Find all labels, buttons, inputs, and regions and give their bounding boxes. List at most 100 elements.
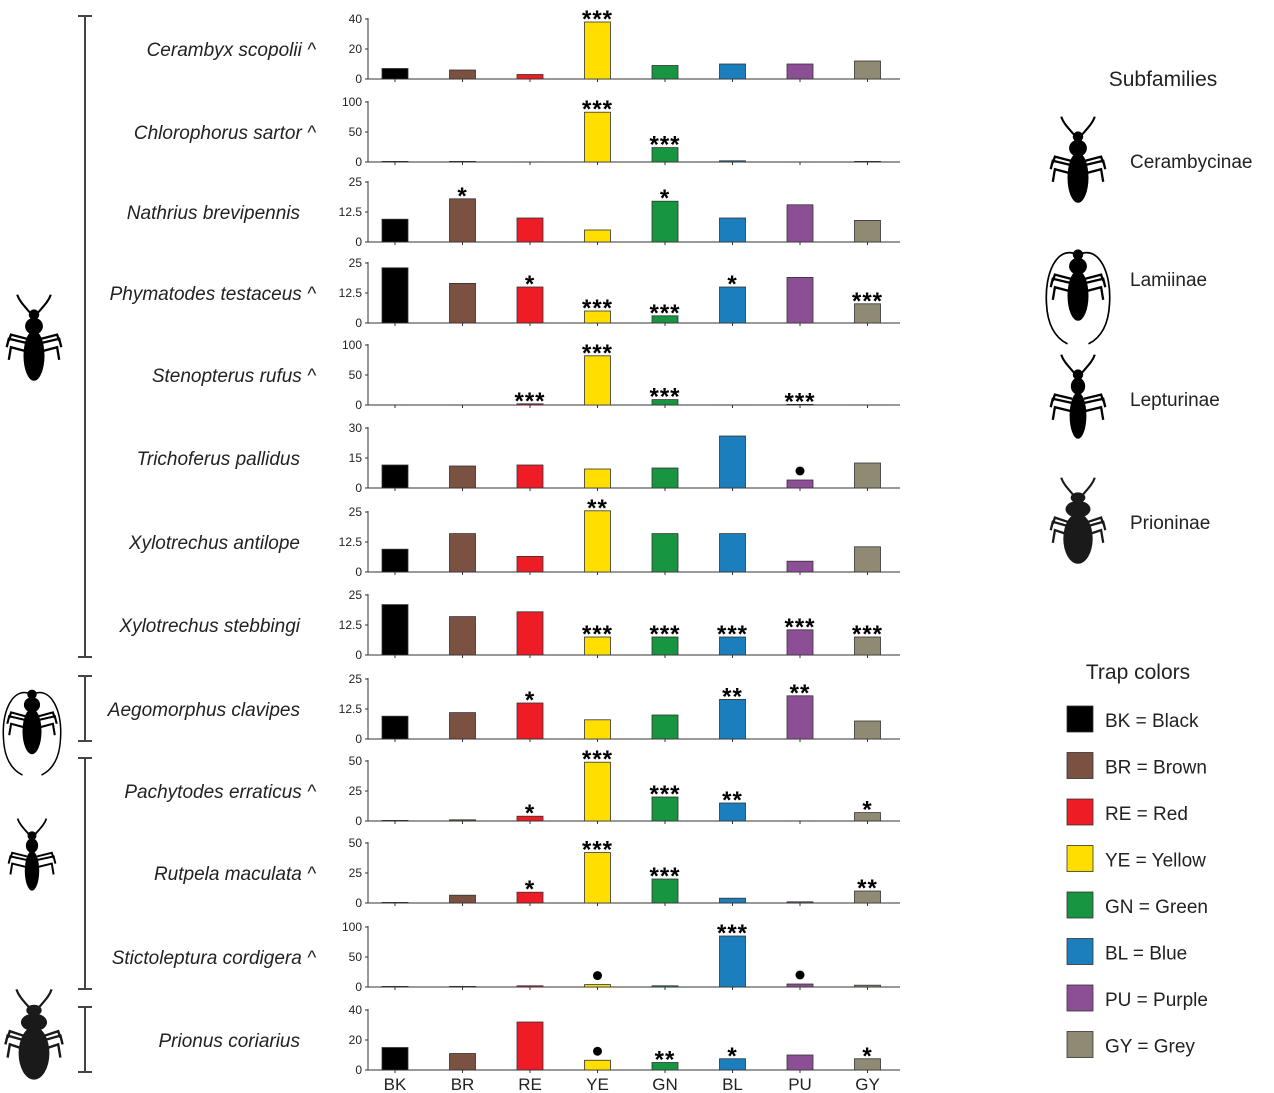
significance-mark: *** <box>649 621 680 648</box>
bar <box>786 204 814 243</box>
significance-mark: *** <box>649 863 680 890</box>
bar <box>786 403 814 406</box>
x-tick-label: BL <box>722 1075 743 1093</box>
y-tick-label: 12.5 <box>339 535 363 549</box>
legend-subfamily-label: Prioninae <box>1130 513 1210 534</box>
bar <box>584 636 611 656</box>
prioninae-beetle-icon <box>1049 477 1107 564</box>
bar <box>584 21 611 80</box>
species-label: Stenopterus rufus ^ <box>152 366 317 387</box>
panel: Nathrius brevipennis 0 12.5 25 * * <box>127 175 900 249</box>
species-label: Phymatodes testaceus ^ <box>110 284 317 305</box>
bar <box>516 815 544 822</box>
group-bracket <box>78 15 92 658</box>
bar <box>719 935 746 988</box>
y-tick-label: 15 <box>349 451 363 465</box>
bar <box>449 986 476 988</box>
y-tick-label: 25 <box>349 672 363 686</box>
bar <box>651 200 679 243</box>
significance-mark: * <box>727 1043 737 1070</box>
x-tick-label: YE <box>586 1075 609 1093</box>
bar <box>449 894 476 904</box>
bar <box>516 464 544 489</box>
y-tick-label: 25 <box>349 784 363 798</box>
y-tick-label: 0 <box>355 732 362 746</box>
bar <box>381 902 409 904</box>
significance-mark: *** <box>717 920 748 947</box>
group-bracket <box>78 675 92 742</box>
legend-swatch <box>1066 845 1094 872</box>
bar <box>449 198 476 243</box>
bar <box>786 983 814 988</box>
legend-color-label: GY = Grey <box>1105 1037 1195 1058</box>
bar <box>449 712 476 740</box>
group-bracket <box>78 757 92 990</box>
y-tick-label: 0 <box>355 980 362 994</box>
legend-swatch <box>1066 1031 1094 1058</box>
bar <box>381 218 409 243</box>
significance-mark: *** <box>784 614 815 641</box>
bar <box>516 985 544 988</box>
lepturinae-beetle-icon <box>7 818 57 891</box>
y-tick-label: 25 <box>349 866 363 880</box>
bar <box>381 820 409 822</box>
y-tick-label: 50 <box>349 754 363 768</box>
bar <box>854 636 881 656</box>
bar <box>786 629 814 656</box>
significance-mark: *** <box>582 6 613 33</box>
cerambycinae-beetle-icon <box>1049 116 1107 203</box>
y-tick-label: 0 <box>355 896 362 910</box>
bar <box>449 160 476 163</box>
bar <box>854 890 881 904</box>
legend-swatch <box>1066 938 1094 965</box>
x-tick-label: GY <box>855 1075 880 1093</box>
species-label: Stictoleptura cordigera ^ <box>112 948 317 969</box>
y-tick-label: 20 <box>349 42 363 56</box>
y-tick-label: 0 <box>355 1063 362 1077</box>
significance-mark: *** <box>582 621 613 648</box>
significance-mark: ** <box>655 1047 676 1074</box>
species-label: Xylotrechus stebbingi <box>118 616 300 637</box>
bar <box>719 1058 746 1071</box>
cerambycinae-beetle-icon <box>5 294 63 381</box>
significance-mark: *** <box>582 746 613 773</box>
y-tick-label: 0 <box>355 481 362 495</box>
y-tick-label: 0 <box>355 398 362 412</box>
y-tick-label: 0 <box>355 814 362 828</box>
significance-mark: *** <box>852 288 883 315</box>
significance-mark: ** <box>587 495 608 522</box>
bar <box>449 533 476 573</box>
bar <box>449 465 476 489</box>
bar <box>584 852 611 904</box>
significance-mark: * <box>525 800 535 827</box>
legend-subfamily-label: Cerambycinae <box>1130 152 1253 173</box>
bar <box>584 719 611 740</box>
y-tick-label: 50 <box>349 950 363 964</box>
bar <box>584 310 611 324</box>
bar <box>786 479 814 489</box>
species-label: Aegomorphus clavipes <box>107 700 301 721</box>
legend-swatch <box>1066 752 1094 779</box>
y-tick-label: 25 <box>349 505 363 519</box>
legend-swatch <box>1066 798 1094 826</box>
y-tick-label: 12.5 <box>339 205 363 219</box>
bar <box>516 74 544 80</box>
panel: Xylotrechus antilope 0 12.5 25 ** <box>128 495 900 579</box>
bar <box>719 63 746 80</box>
significance-mark: * <box>862 797 872 824</box>
bar <box>449 69 476 80</box>
marginal-significance-dot <box>795 466 805 476</box>
group-bracket <box>78 1006 92 1073</box>
species-label: Xylotrechus antilope <box>128 533 300 554</box>
significance-mark: ** <box>790 680 811 707</box>
y-tick-label: 100 <box>342 338 362 352</box>
bar <box>651 985 679 988</box>
bar <box>719 435 746 489</box>
bar <box>651 399 679 406</box>
legend-subfamily-label: Lamiinae <box>1130 270 1207 291</box>
significance-mark: ** <box>857 875 878 902</box>
significance-mark: * <box>525 687 535 714</box>
legend-swatch <box>1066 984 1094 1012</box>
bar <box>651 878 679 904</box>
